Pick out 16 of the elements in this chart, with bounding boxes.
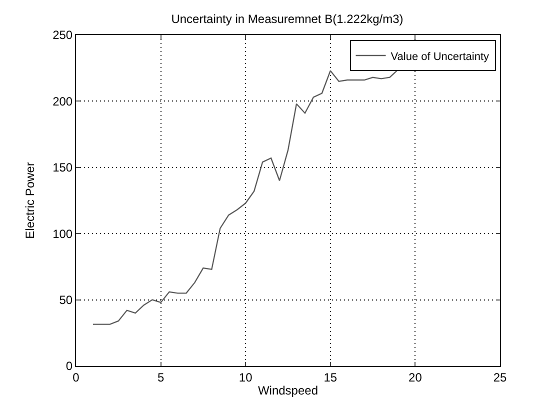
x-tick-label: 5 (157, 370, 164, 384)
x-axis-title: Windspeed (258, 383, 318, 398)
line-series (92, 68, 399, 325)
chart-title: Uncertainty in Measuremnet B(1.222kg/m3) (171, 12, 404, 26)
y-tick-label: 200 (52, 94, 73, 108)
x-tick-label: 25 (493, 370, 507, 384)
y-tick-label: 150 (52, 160, 73, 175)
x-tick-label: 15 (324, 370, 338, 384)
x-tick-label: 10 (238, 370, 253, 384)
y-tick-label: 100 (52, 226, 73, 241)
y-tick-label: 0 (66, 359, 73, 374)
legend-label: Value of Uncertainty (390, 50, 490, 63)
y-tick-label: 50 (59, 293, 73, 307)
y-axis-title: Electric Power (22, 162, 37, 239)
y-tick-label: 250 (52, 28, 73, 42)
x-tick-label: 20 (408, 370, 422, 384)
